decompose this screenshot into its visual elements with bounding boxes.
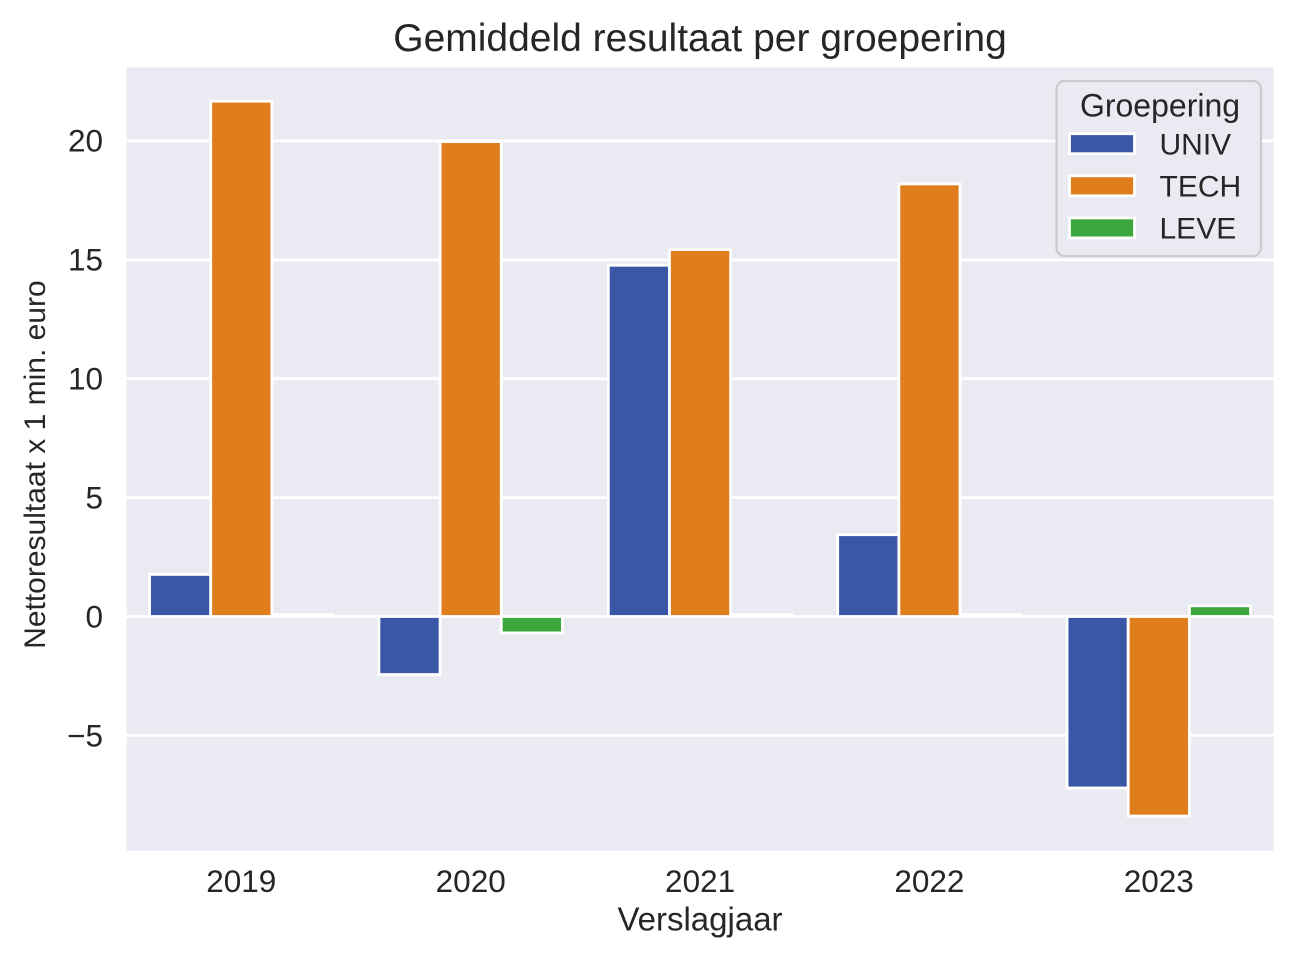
svg-text:Groepering: Groepering	[1080, 87, 1240, 123]
svg-text:2020: 2020	[436, 863, 506, 899]
svg-text:Nettoresultaat x 1 min. euro: Nettoresultaat x 1 min. euro	[19, 280, 52, 649]
svg-text:2021: 2021	[665, 863, 735, 899]
svg-text:5: 5	[85, 480, 103, 516]
svg-text:Verslagjaar: Verslagjaar	[617, 901, 782, 938]
svg-text:0: 0	[85, 598, 103, 634]
svg-text:15: 15	[68, 242, 103, 278]
svg-text:10: 10	[68, 361, 103, 397]
svg-text:LEVE: LEVE	[1160, 213, 1237, 246]
svg-text:2019: 2019	[206, 863, 276, 899]
svg-text:−5: −5	[67, 717, 103, 753]
svg-text:Gemiddeld resultaat per groepe: Gemiddeld resultaat per groepering	[393, 17, 1007, 60]
svg-text:2023: 2023	[1124, 863, 1194, 899]
svg-text:TECH: TECH	[1160, 170, 1242, 203]
svg-text:20: 20	[68, 123, 103, 159]
svg-text:UNIV: UNIV	[1160, 128, 1232, 161]
svg-text:2022: 2022	[894, 863, 964, 899]
